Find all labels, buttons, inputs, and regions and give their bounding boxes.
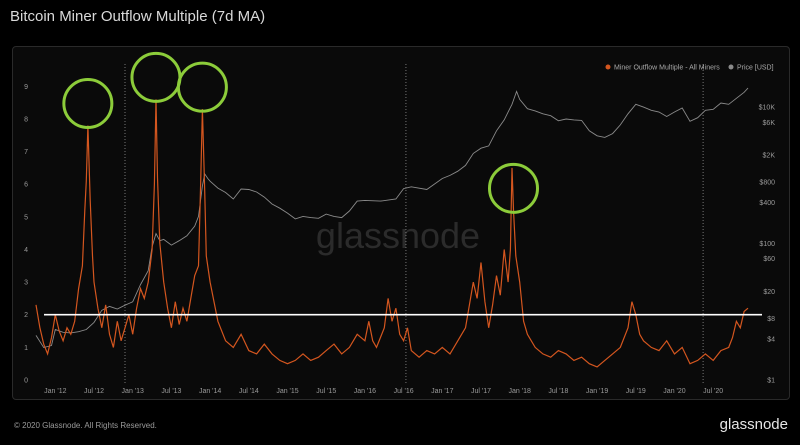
left-tick-label: 4 xyxy=(24,247,28,254)
outflow-series-layer xyxy=(35,99,749,368)
right-tick-label: $2K xyxy=(763,152,776,159)
x-tick-label: Jul '16 xyxy=(394,388,414,395)
right-tick-label: $6K xyxy=(763,120,776,127)
x-tick-label: Jul '19 xyxy=(626,388,646,395)
x-tick-label: Jan '12 xyxy=(44,388,66,395)
left-tick-label: 3 xyxy=(24,280,28,287)
x-tick-label: Jul '13 xyxy=(161,388,181,395)
x-tick-label: Jan '14 xyxy=(199,388,221,395)
x-tick-label: Jul '17 xyxy=(471,388,491,395)
left-tick-label: 7 xyxy=(24,149,28,156)
outflow-series-line xyxy=(35,99,749,368)
left-tick-label: 6 xyxy=(24,182,28,189)
right-tick-label: $100 xyxy=(759,241,775,248)
peak-highlight-circle xyxy=(176,61,228,113)
peak-highlight-circle xyxy=(488,162,540,214)
right-tick-label: $400 xyxy=(759,200,775,207)
peak-highlight-circle xyxy=(130,51,182,103)
right-tick-label: $10K xyxy=(759,105,776,112)
x-tick-label: Jan '16 xyxy=(354,388,376,395)
x-tick-label: Jul '14 xyxy=(239,388,259,395)
page-title: Bitcoin Miner Outflow Multiple (7d MA) xyxy=(10,8,266,25)
x-tick-label: Jan '13 xyxy=(122,388,144,395)
x-tick-label: Jul '20 xyxy=(703,388,723,395)
right-tick-label: $20 xyxy=(763,289,775,296)
peak-highlight-layer xyxy=(62,51,540,214)
right-tick-label: $800 xyxy=(759,179,775,186)
x-tick-label: Jan '17 xyxy=(431,388,453,395)
legend: Miner Outflow Multiple - All Miners Price… xyxy=(605,64,774,72)
right-tick-label: $8 xyxy=(767,316,775,323)
x-tick-label: Jan '20 xyxy=(663,388,685,395)
left-axis: 0 1 2 3 4 5 6 7 8 9 xyxy=(24,84,28,385)
left-tick-label: 8 xyxy=(24,116,28,123)
x-tick-label: Jul '12 xyxy=(84,388,104,395)
copyright-text: © 2020 Glassnode. All Rights Reserved. xyxy=(14,421,157,430)
chart-panel xyxy=(12,46,790,400)
left-tick-label: 5 xyxy=(24,214,28,221)
x-tick-label: Jan '19 xyxy=(586,388,608,395)
left-tick-label: 9 xyxy=(24,84,28,91)
right-tick-label: $60 xyxy=(763,256,775,263)
x-tick-label: Jan '18 xyxy=(509,388,531,395)
legend-price-marker xyxy=(728,64,734,70)
x-tick-label: Jul '15 xyxy=(316,388,336,395)
legend-outflow-marker xyxy=(605,64,611,70)
x-tick-label: Jan '15 xyxy=(276,388,298,395)
x-tick-label: Jul '18 xyxy=(548,388,568,395)
legend-outflow-label: Miner Outflow Multiple - All Miners xyxy=(614,65,720,72)
right-axis: $1 $4 $8 $20 $60 $100 $400 $800 $2K $6K $10K xyxy=(759,105,776,385)
left-tick-label: 2 xyxy=(24,312,28,319)
peak-highlight-circle xyxy=(62,77,114,129)
left-tick-label: 0 xyxy=(24,378,28,385)
x-axis: Jan '12 Jul '12 Jan '13 Jul '13 Jan '14 Jul '… xyxy=(44,388,723,395)
watermark: glassnode xyxy=(316,215,480,256)
brand-logo-text: glassnode xyxy=(719,416,788,433)
legend-price-label: Price [USD] xyxy=(737,65,774,72)
right-tick-label: $1 xyxy=(767,378,775,385)
right-tick-label: $4 xyxy=(767,336,775,343)
left-tick-label: 1 xyxy=(24,345,28,352)
